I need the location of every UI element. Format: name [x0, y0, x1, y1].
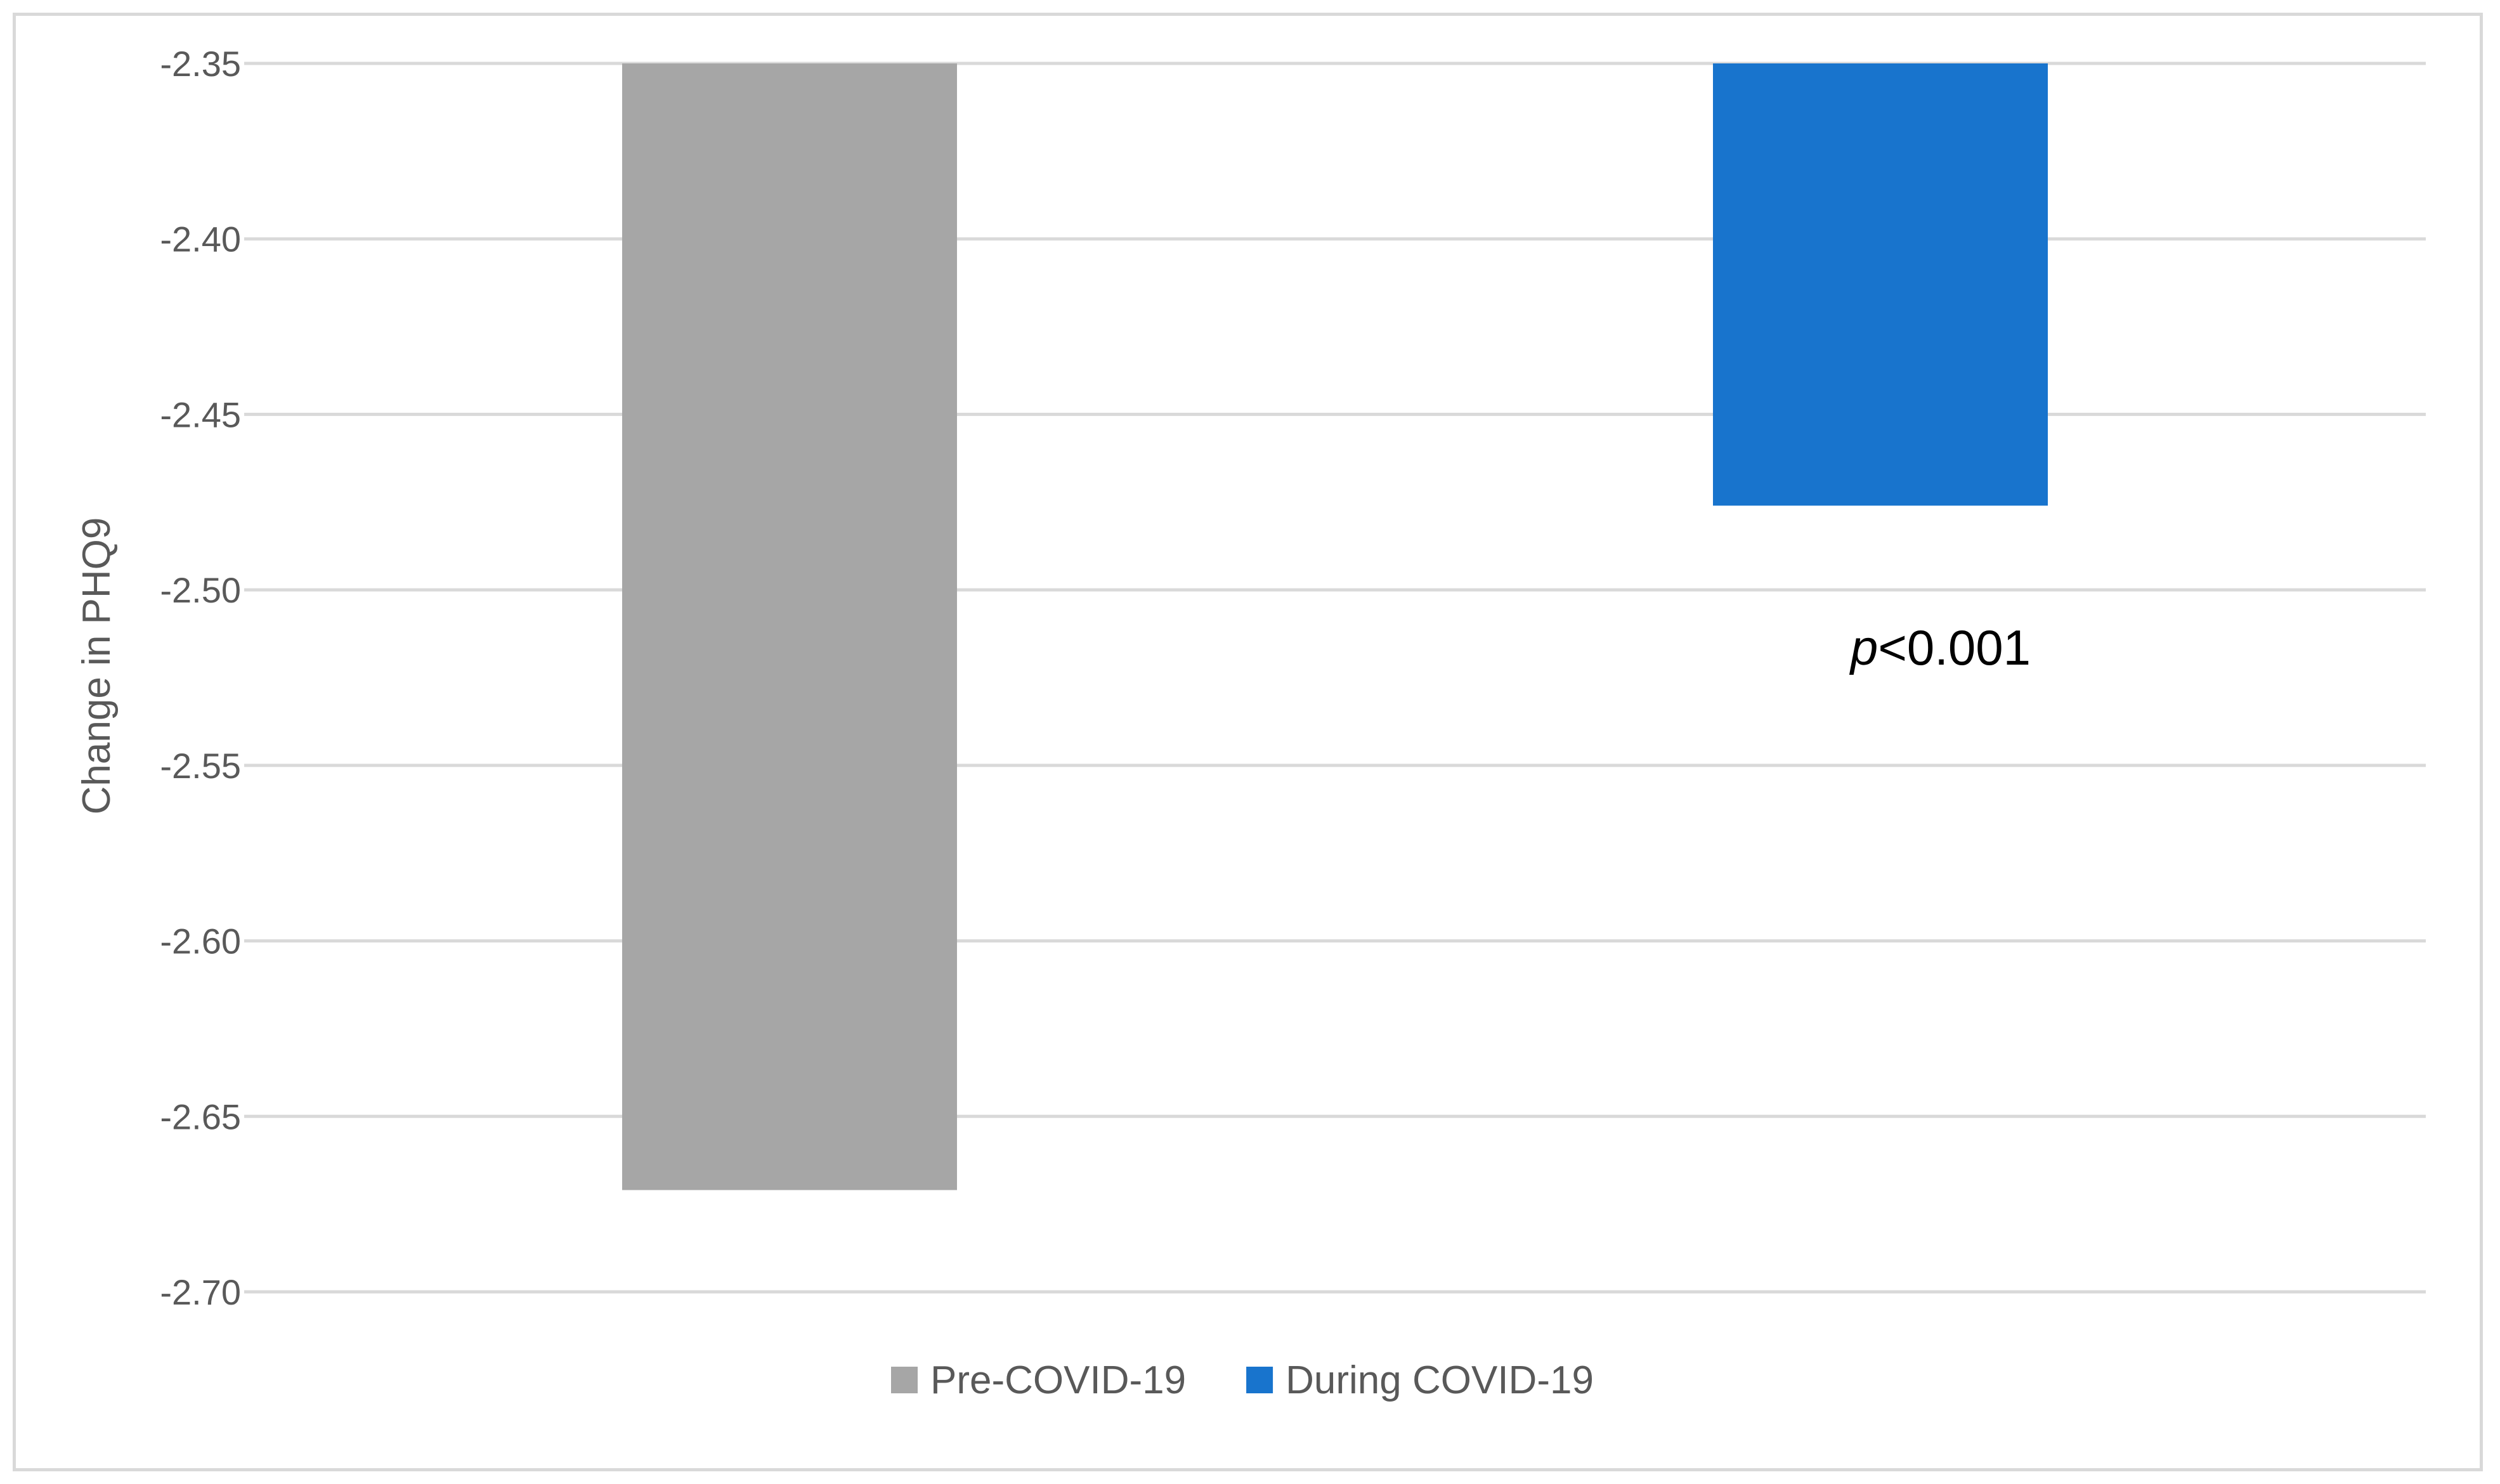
y-tick-label: -2.45	[160, 394, 241, 434]
y-tick-label: -2.60	[160, 921, 241, 961]
y-axis-title: Change in PHQ9	[75, 517, 119, 815]
p-value-annotation: p<0.001	[1849, 620, 2031, 675]
legend: Pre-COVID-19 During COVID-19	[891, 1358, 1594, 1402]
bar-during-covid-19	[1713, 63, 2048, 506]
y-tick-label: -2.50	[160, 570, 241, 610]
legend-label: During COVID-19	[1286, 1358, 1594, 1402]
legend-label: Pre-COVID-19	[930, 1358, 1186, 1402]
legend-swatch	[891, 1367, 918, 1393]
chart-frame	[13, 13, 2483, 1471]
bar-pre-covid-19	[622, 63, 957, 1190]
y-tick-label: -2.70	[160, 1272, 241, 1312]
y-tick-label: -2.55	[160, 746, 241, 786]
p-value: <0.001	[1878, 620, 2031, 675]
bars	[622, 63, 2048, 1190]
y-tick-label: -2.35	[160, 44, 241, 84]
y-tick-label: -2.65	[160, 1097, 241, 1136]
legend-swatch	[1246, 1367, 1273, 1393]
y-tick-labels: -2.35 -2.40 -2.45 -2.50 -2.55 -2.60 -2.65 -2.70	[160, 44, 241, 1312]
p-symbol: p	[1849, 620, 1878, 675]
y-tick-label: -2.40	[160, 219, 241, 259]
gridlines	[244, 62, 2426, 1294]
